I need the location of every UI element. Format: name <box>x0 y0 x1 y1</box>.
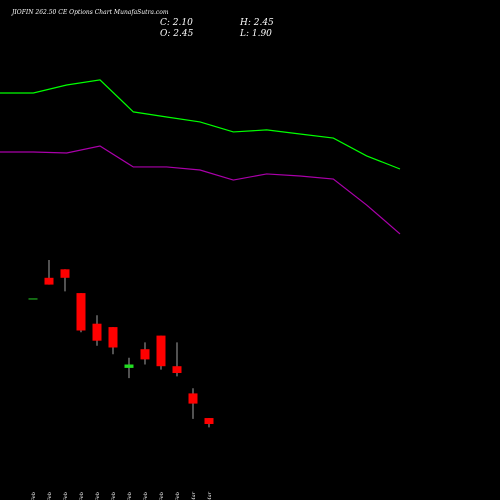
x-tick-label: 19 Feb <box>79 492 85 500</box>
candle-body <box>60 269 70 278</box>
candle-body <box>108 327 118 348</box>
candle-body <box>92 323 102 341</box>
open-label: O: 2.45 <box>160 29 194 39</box>
candle-body <box>140 349 150 360</box>
x-tick-label: 25 Feb <box>143 492 149 500</box>
low-label: L: 1.90 <box>239 29 272 39</box>
x-tick-label: 18 Feb <box>63 492 69 500</box>
candle-body <box>76 293 86 331</box>
candle-body <box>124 364 134 368</box>
candle-body <box>44 277 54 285</box>
chart-title: JIOFIN 262.50 CE Options Chart MunafaSut… <box>10 9 169 16</box>
x-tick-label: 24 Feb <box>127 492 133 500</box>
x-tick-label: 16 Feb <box>31 492 37 500</box>
x-tick-label: 26 Feb <box>159 492 165 500</box>
close-label: C: 2.10 <box>160 18 193 28</box>
x-tick-label: 17 Feb <box>47 492 53 500</box>
candle-body <box>172 366 182 373</box>
indicator-line <box>0 145 401 235</box>
candle-body <box>28 298 38 300</box>
candle-body <box>188 393 198 404</box>
x-tick-label: 27 Feb <box>175 492 181 500</box>
candle-body <box>156 335 166 367</box>
x-tick-label: 04 Mar <box>207 491 213 500</box>
x-tick-label: 02 Mar <box>191 491 197 500</box>
x-tick-label: 23 Feb <box>111 492 117 500</box>
high-label: H: 2.45 <box>239 18 274 28</box>
x-tick-label: 20 Feb <box>95 492 101 500</box>
candle-body <box>204 418 214 424</box>
indicator-line <box>0 79 401 170</box>
